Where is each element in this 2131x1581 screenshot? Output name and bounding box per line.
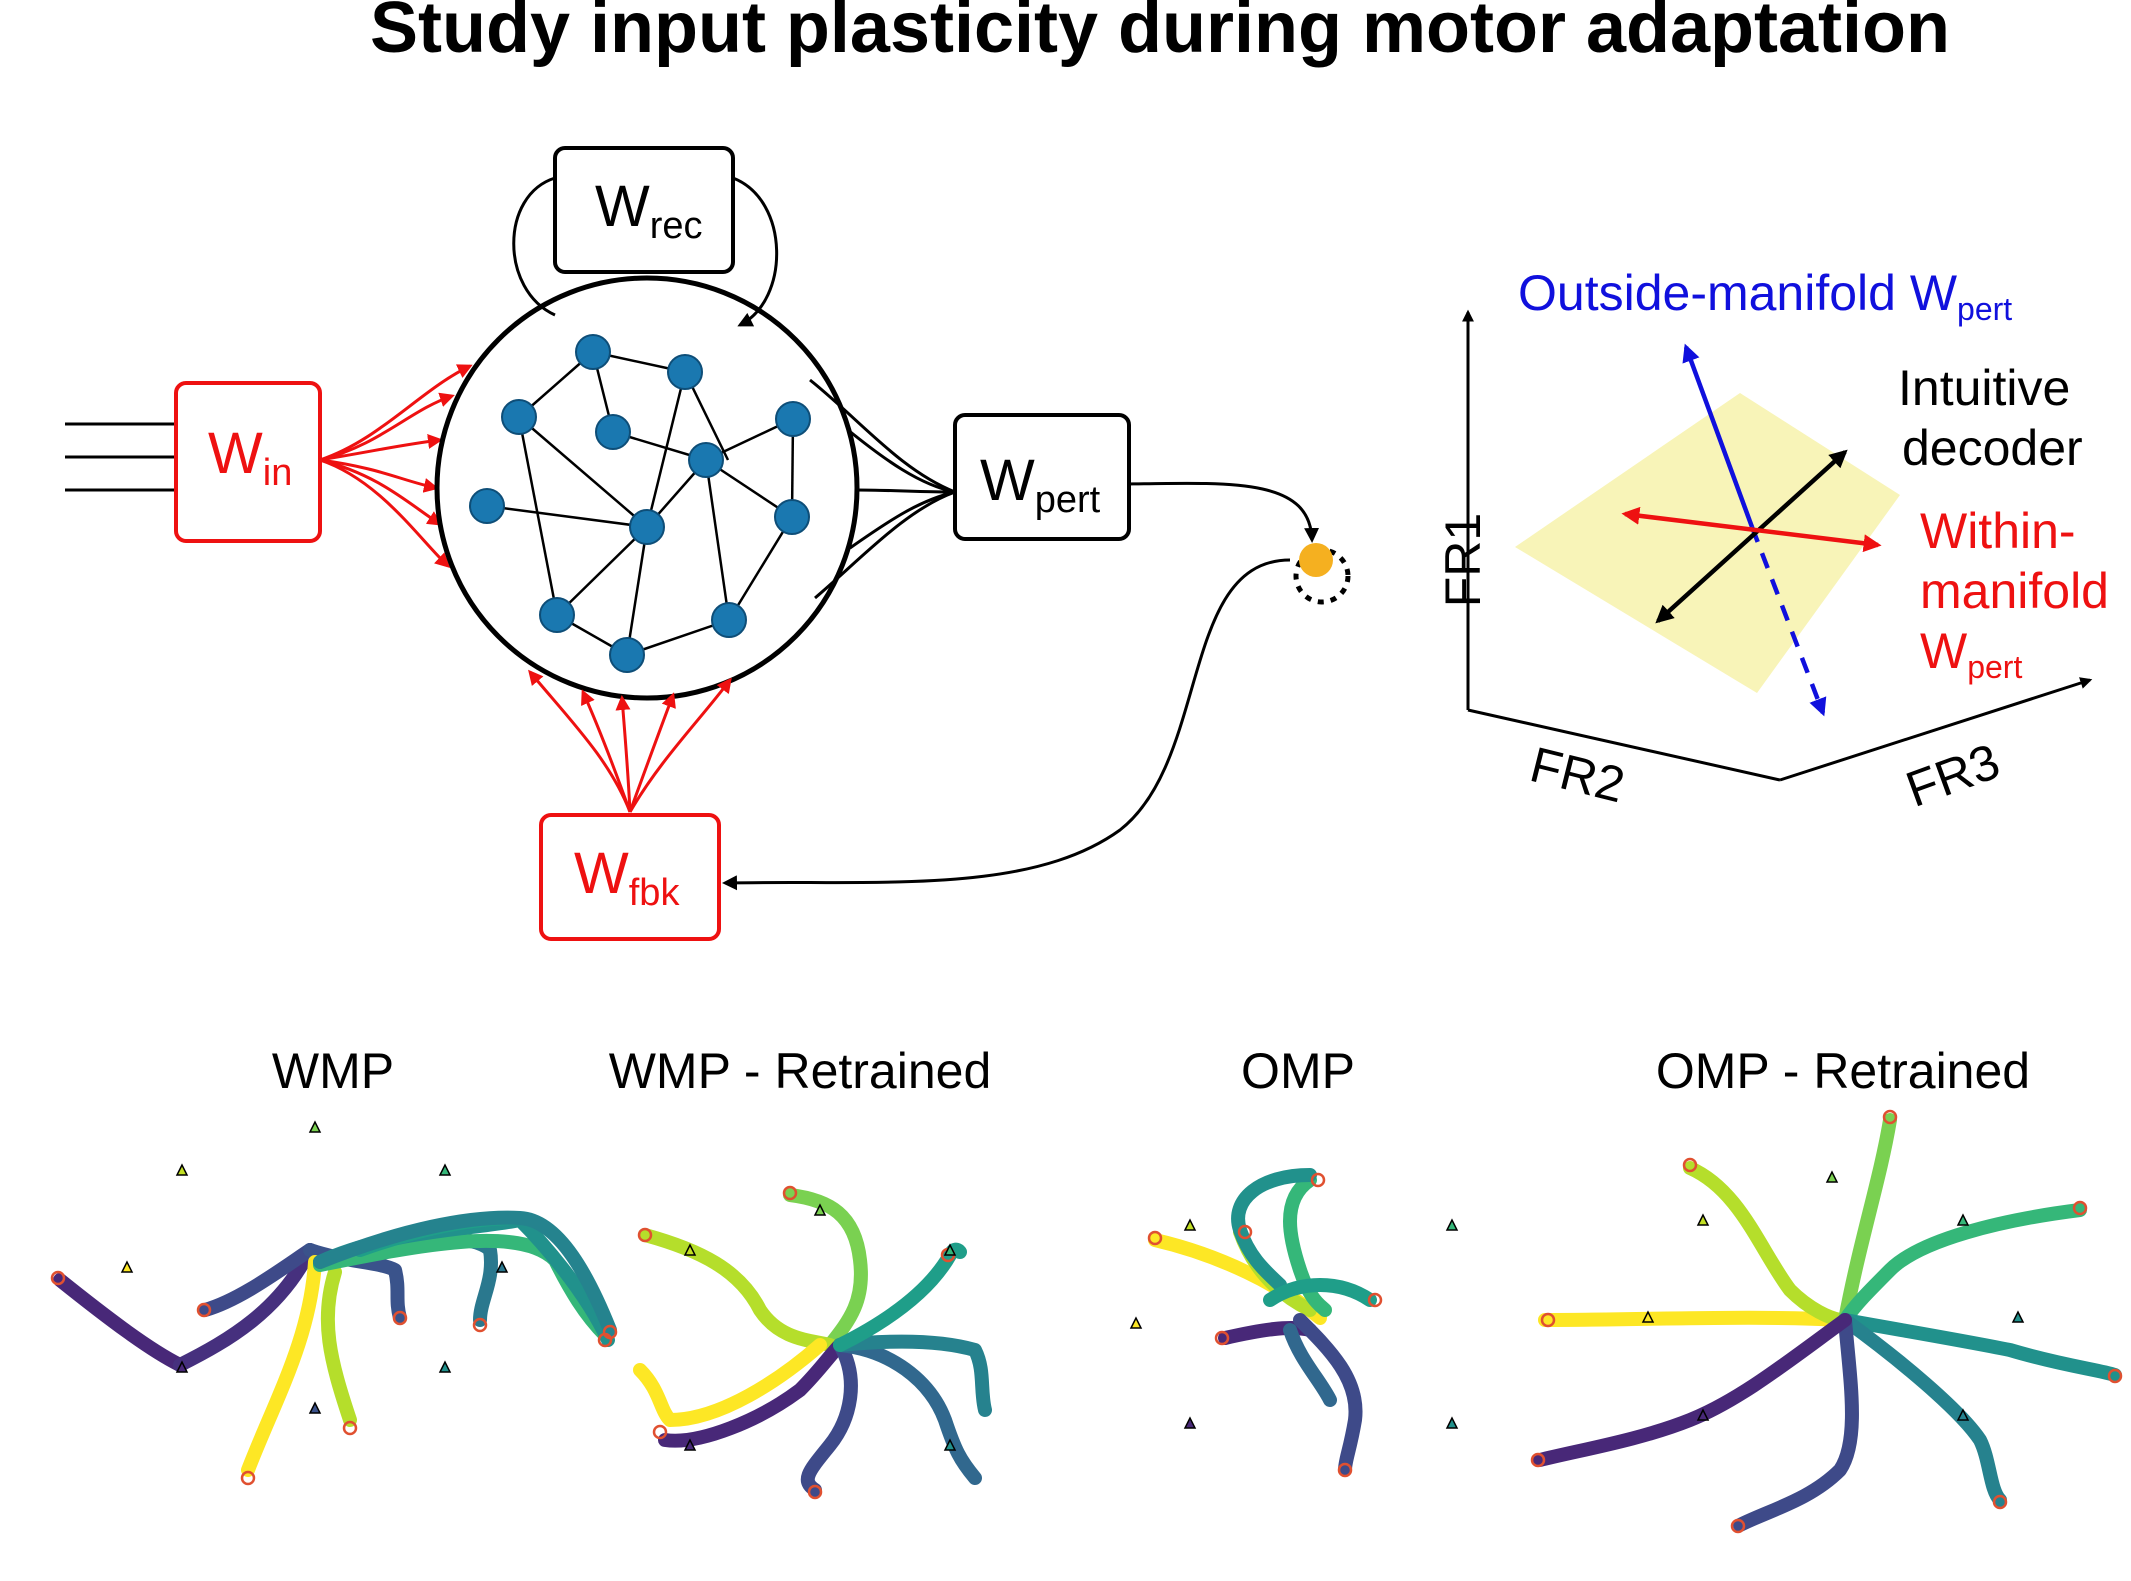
neuron-node — [595, 414, 631, 450]
panel-title-wmp: WMP — [272, 1043, 394, 1099]
svg-text:Wrec: Wrec — [595, 174, 703, 247]
neuron-node — [609, 637, 645, 673]
within-manifold-label-1: Within- — [1920, 503, 2076, 559]
figure-title: Study input plasticity during motor adap… — [370, 0, 1950, 68]
neuron-node — [575, 334, 611, 370]
within-manifold-arrow — [1621, 506, 1882, 553]
neuron-node — [774, 499, 810, 535]
target-markers — [683, 1203, 957, 1451]
w-fbk-connections — [528, 669, 732, 813]
neuron-node — [629, 509, 665, 545]
trajectory-endpoints — [1147, 1172, 1383, 1478]
w-in-box: Win — [174, 381, 322, 543]
trajectory-panel-wmp-retrained — [633, 1185, 992, 1500]
trajectory-panel-omp-retrained — [1530, 1109, 2123, 1534]
neuron-node — [667, 354, 703, 390]
neuron-node — [775, 401, 811, 437]
trajectory-panel-omp — [1129, 1168, 1459, 1478]
panel-title-omp: OMP — [1241, 1043, 1355, 1099]
trajectory-panel-wmp — [50, 1120, 618, 1486]
axis-label-fr2: FR2 — [1525, 736, 1630, 813]
cursor-dot — [1299, 543, 1333, 577]
intuitive-decoder-label-1: Intuitive — [1898, 360, 2070, 416]
w-rec-loop-left — [512, 176, 556, 317]
within-manifold-label-2: manifold — [1920, 563, 2109, 619]
neuron-node — [711, 602, 747, 638]
within-manifold-label-3: Wpert — [1920, 623, 2022, 685]
panel-title-wmp-retrained: WMP - Retrained — [609, 1043, 992, 1099]
axis-label-fr1: FR1 — [1435, 513, 1491, 607]
intuitive-decoder-label-2: decoder — [1902, 420, 2083, 476]
recurrent-network-circle — [434, 275, 860, 701]
w-rec-box: Wrec — [553, 146, 735, 274]
w-rec-loop-right — [732, 176, 779, 327]
readout-connections — [809, 378, 956, 600]
feedback-arrow — [722, 558, 1291, 891]
trajectory-endpoints — [50, 1270, 618, 1486]
network-nodes — [469, 334, 811, 673]
w-in-connections — [319, 364, 473, 569]
network-schematic: Win Wrec — [65, 146, 1351, 941]
neuron-node — [469, 488, 505, 524]
svg-text:Win: Win — [208, 421, 292, 494]
neuron-node — [539, 597, 575, 633]
manifold-schematic: FR1 FR2 FR3 Outside-manifold Wpert Intui… — [1435, 265, 2109, 818]
panel-title-omp-retrained: OMP - Retrained — [1656, 1043, 2030, 1099]
outside-manifold-label: Outside-manifold Wpert — [1518, 265, 2012, 327]
svg-text:Wpert: Wpert — [980, 448, 1101, 521]
target-markers — [120, 1120, 509, 1414]
w-pert-box: Wpert — [953, 413, 1131, 541]
pert-to-cursor-arrow — [1128, 481, 1320, 543]
neuron-node — [688, 442, 724, 478]
target-markers — [1129, 1218, 1459, 1429]
axis-label-fr3: FR3 — [1899, 733, 2007, 818]
target-markers — [1641, 1170, 2025, 1421]
w-fbk-box: Wfbk — [539, 813, 721, 941]
trajectory-endpoints — [1530, 1109, 2123, 1534]
axis-fr2 — [1467, 708, 1781, 782]
manifold-plane — [1515, 393, 1900, 693]
svg-text:Wfbk: Wfbk — [574, 841, 680, 914]
axis-fr3 — [1779, 677, 2093, 782]
neuron-node — [501, 399, 537, 435]
